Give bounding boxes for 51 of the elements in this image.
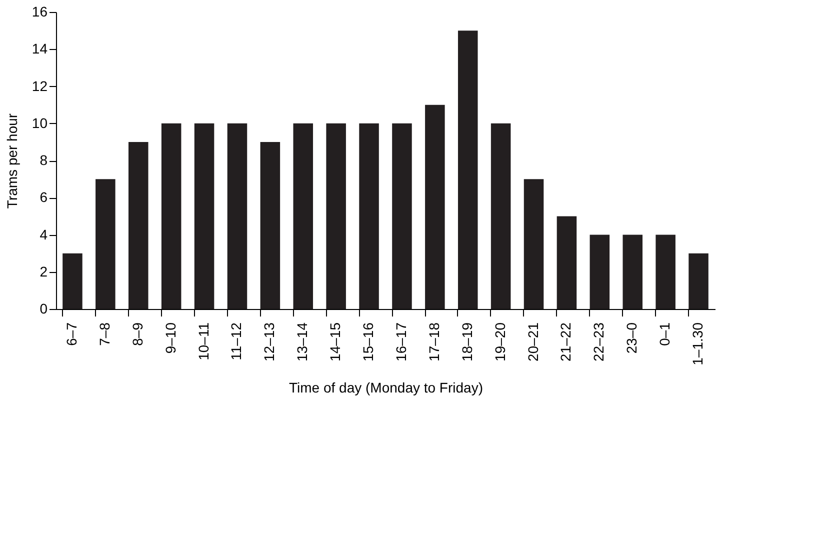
x-tick-label: 7–8	[96, 322, 112, 346]
bar	[326, 123, 346, 309]
bar	[194, 123, 214, 309]
x-tick-label: 18–19	[458, 322, 475, 362]
y-tick-label: 12	[32, 78, 48, 94]
x-tick-label: 10–11	[195, 322, 212, 360]
x-tick-label: 14–15	[327, 322, 344, 362]
y-tick-label: 8	[40, 152, 48, 168]
bar	[293, 123, 314, 309]
x-tick-label: 23–0	[624, 322, 640, 354]
y-tick-label: 16	[32, 4, 48, 20]
y-tick-label: 10	[32, 114, 48, 131]
bar	[590, 234, 610, 309]
x-axis-title: Time of day (Monday to Friday)	[289, 379, 483, 396]
bar	[128, 142, 148, 309]
bar	[260, 142, 280, 309]
bar	[622, 234, 643, 309]
x-tick-label: 9–10	[162, 322, 178, 354]
bar	[490, 123, 511, 309]
x-tick-label: 17–18	[426, 322, 442, 362]
x-tick-label: 6–7	[63, 322, 80, 346]
x-tick-label: 12–13	[261, 322, 278, 362]
bar	[688, 253, 708, 309]
bar	[392, 123, 412, 309]
x-tick-label: 1–1.30	[690, 322, 706, 366]
bar	[359, 123, 379, 309]
x-tick-label: 0–1	[656, 322, 673, 346]
bar	[556, 216, 577, 309]
y-axis-title: Trams per hour	[4, 113, 20, 209]
bar	[161, 123, 182, 309]
x-tick-label: 19–20	[492, 322, 508, 362]
y-tick-label: 4	[40, 226, 48, 242]
x-tick-label: 20–21	[524, 322, 541, 362]
bar	[96, 179, 116, 309]
bar	[656, 234, 676, 309]
bar	[458, 30, 478, 309]
x-tick-label: 15–16	[360, 322, 376, 362]
x-tick-label: 11–12	[228, 322, 244, 360]
bar	[425, 104, 445, 309]
x-tick-label: 16–17	[392, 322, 409, 362]
x-tick-label: 13–14	[294, 322, 310, 362]
y-tick-label: 14	[32, 40, 48, 57]
y-tick-label: 2	[40, 263, 48, 280]
y-tick-label: 0	[40, 300, 48, 316]
x-tick-label: 22–23	[590, 322, 607, 362]
bar	[62, 253, 82, 309]
x-tick-label: 8–9	[129, 322, 146, 346]
bar	[227, 123, 248, 309]
bar	[524, 179, 544, 309]
x-tick-label: 21–22	[558, 322, 574, 362]
y-tick-label: 6	[40, 189, 48, 206]
